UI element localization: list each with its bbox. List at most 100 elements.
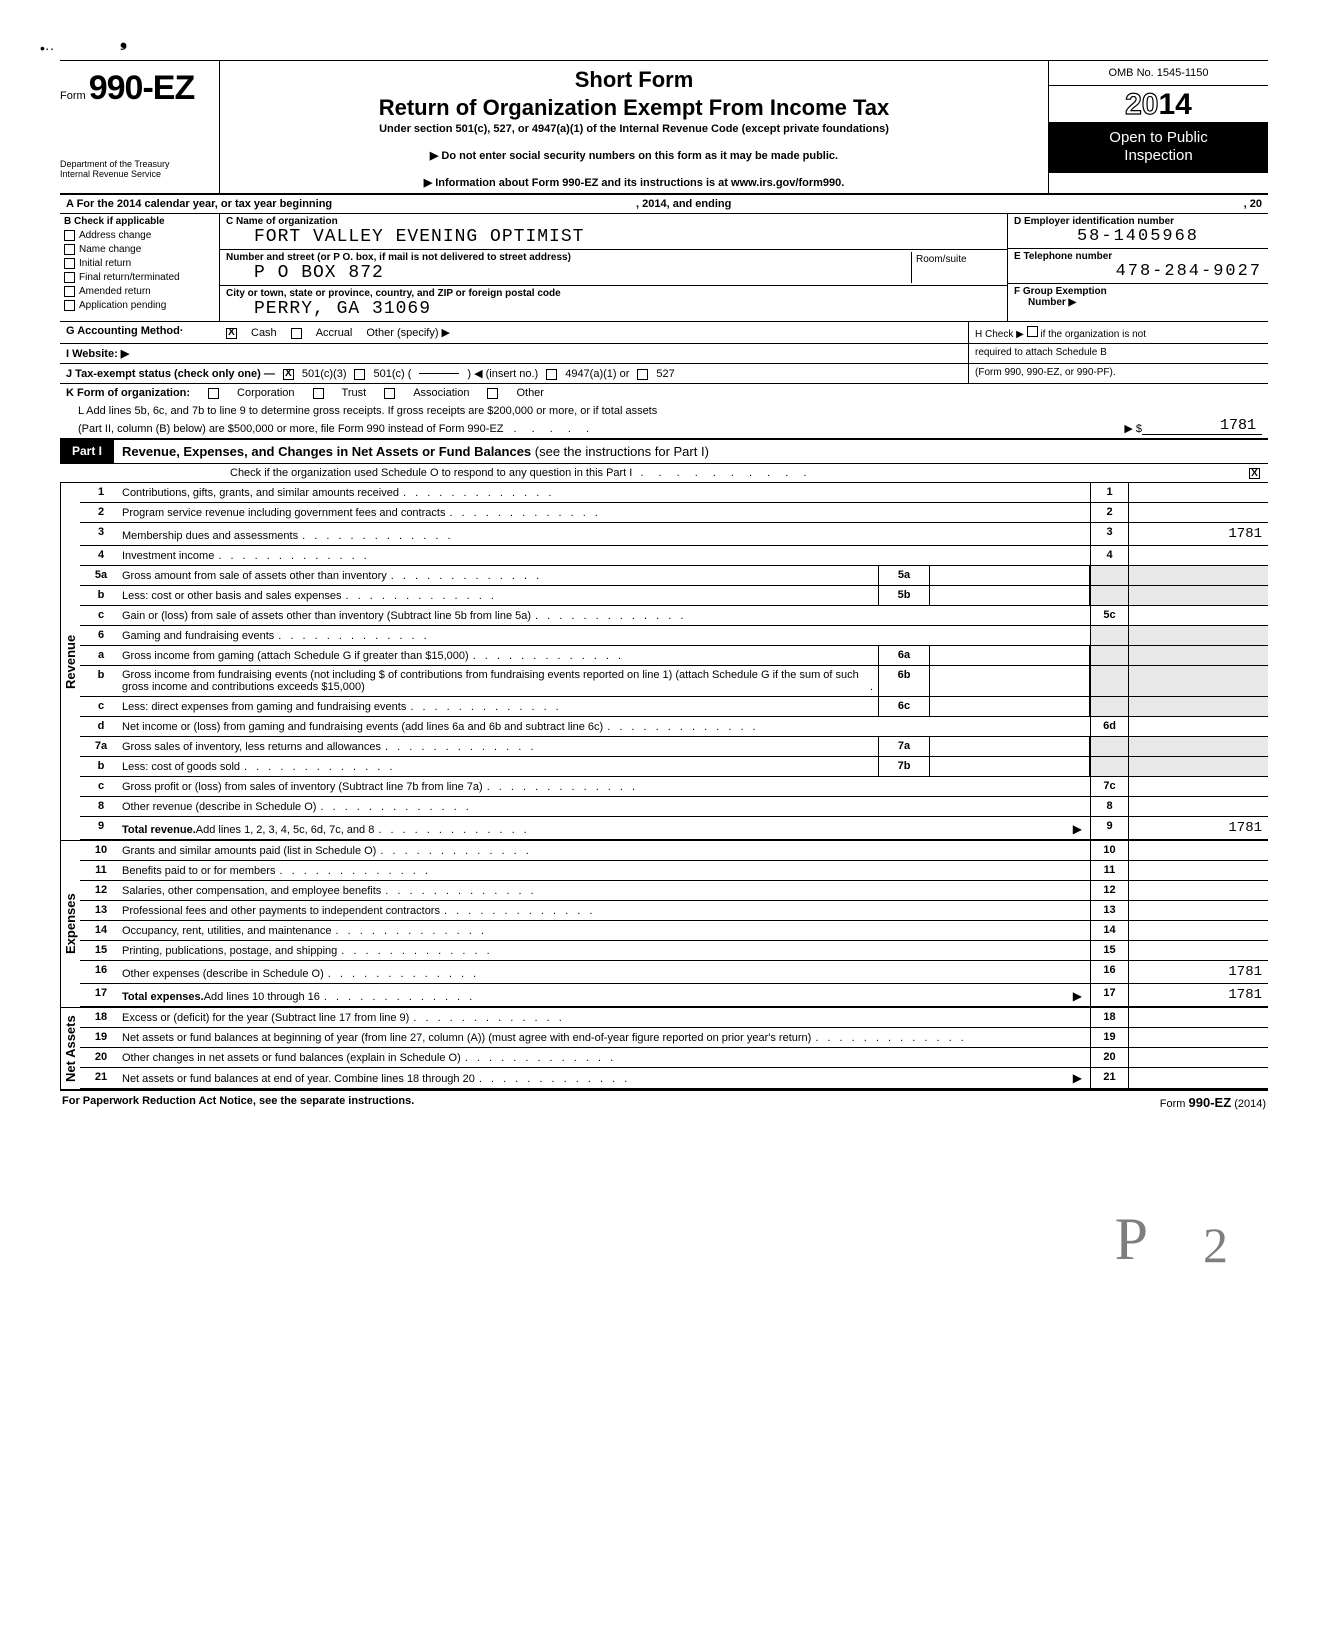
chk-association[interactable] [384, 388, 395, 399]
right-num-shade [1090, 646, 1128, 665]
page-mark-2: 2 [1203, 1216, 1228, 1274]
line-row-7a: 7aGross sales of inventory, less returns… [80, 737, 1268, 757]
right-val [1128, 777, 1268, 796]
row-k: K Form of organization: Corporation Trus… [60, 384, 1268, 402]
chk-4947[interactable] [546, 369, 557, 380]
line-row-6: 6Gaming and fundraising events . . . . .… [80, 626, 1268, 646]
right-val-shade [1128, 566, 1268, 585]
line-desc: Excess or (deficit) for the year (Subtra… [122, 1008, 1090, 1027]
line-row-4: 4Investment income . . . . . . . . . . .… [80, 546, 1268, 566]
right-num: 5c [1090, 606, 1128, 625]
chk-501c3[interactable] [283, 369, 294, 380]
right-val: 1781 [1128, 984, 1268, 1006]
line-a: A For the 2014 calendar year, or tax yea… [60, 195, 1268, 214]
chk-final-return[interactable]: Final return/terminated [64, 271, 215, 284]
chk-schedule-o[interactable] [1249, 468, 1260, 479]
line-number: 9 [80, 817, 122, 839]
line-desc: Less: cost of goods sold . . . . . . . .… [122, 757, 878, 776]
line-row-5c: cGain or (loss) from sale of assets othe… [80, 606, 1268, 626]
chk-name-change[interactable]: Name change [64, 243, 215, 256]
col-b-head: B Check if applicable [64, 216, 215, 227]
right-num-shade [1090, 757, 1128, 776]
line-number: d [80, 717, 122, 736]
line-desc: Net assets or fund balances at beginning… [122, 1028, 1090, 1047]
right-val [1128, 1068, 1268, 1088]
line-number: b [80, 586, 122, 605]
right-val [1128, 606, 1268, 625]
line-number: 21 [80, 1068, 122, 1088]
right-num: 14 [1090, 921, 1128, 940]
part-i-tag: Part I [60, 440, 114, 463]
line-desc: Gain or (loss) from sale of assets other… [122, 606, 1090, 625]
org-city-cell: City or town, state or province, country… [220, 286, 1007, 321]
chk-address-change[interactable]: Address change [64, 229, 215, 242]
right-val-shade [1128, 697, 1268, 716]
schedule-o-check-row: Check if the organization used Schedule … [60, 464, 1268, 483]
line-row-21: 21Net assets or fund balances at end of … [80, 1068, 1268, 1089]
right-num: 16 [1090, 961, 1128, 983]
netassets-section: Net Assets 18Excess or (deficit) for the… [60, 1008, 1268, 1091]
subline-number: 6a [878, 646, 930, 665]
initial-signature-mark: P [1115, 1205, 1148, 1274]
chk-other-org[interactable] [487, 388, 498, 399]
right-num: 21 [1090, 1068, 1128, 1088]
form-ref: Form 990-EZ (2014) [1160, 1095, 1266, 1110]
line-desc: Program service revenue including govern… [122, 503, 1090, 522]
chk-corporation[interactable] [208, 388, 219, 399]
chk-amended-return[interactable]: Amended return [64, 285, 215, 298]
right-val [1128, 797, 1268, 816]
line-number: 18 [80, 1008, 122, 1027]
tick-mark: ❟ [120, 30, 127, 51]
part-i-header: Part I Revenue, Expenses, and Changes in… [60, 440, 1268, 464]
line-number: b [80, 666, 122, 696]
org-city: PERRY, GA 31069 [226, 299, 1001, 319]
line-desc: Professional fees and other payments to … [122, 901, 1090, 920]
line-desc: Benefits paid to or for members . . . . … [122, 861, 1090, 880]
line-desc: Investment income . . . . . . . . . . . … [122, 546, 1090, 565]
line-row-8: 8Other revenue (describe in Schedule O) … [80, 797, 1268, 817]
col-def: D Employer identification number 58-1405… [1008, 214, 1268, 321]
line-desc: Other revenue (describe in Schedule O) .… [122, 797, 1090, 816]
right-num: 7c [1090, 777, 1128, 796]
right-num: 1 [1090, 483, 1128, 502]
line-row-13: 13Professional fees and other payments t… [80, 901, 1268, 921]
col-c-org-info: C Name of organization FORT VALLEY EVENI… [220, 214, 1008, 321]
header-right: OMB No. 1545-1150 2014 Open to Public In… [1048, 61, 1268, 193]
row-i: I Website: ▶ required to attach Schedule… [60, 344, 1268, 364]
right-val-shade [1128, 626, 1268, 645]
line-number: 2 [80, 503, 122, 522]
ein-value: 58-1405968 [1014, 227, 1262, 246]
line-row-9: 9Total revenue. Add lines 1, 2, 3, 4, 5c… [80, 817, 1268, 840]
chk-527[interactable] [637, 369, 648, 380]
title-main: Return of Organization Exempt From Incom… [228, 95, 1040, 121]
chk-schedule-b[interactable] [1027, 326, 1038, 337]
line-row-17: 17Total expenses. Add lines 10 through 1… [80, 984, 1268, 1007]
header-left: Form 990-EZ Department of the Treasury I… [60, 61, 220, 193]
col-b-checkboxes: B Check if applicable Address change Nam… [60, 214, 220, 321]
chk-trust[interactable] [313, 388, 324, 399]
line-desc: Salaries, other compensation, and employ… [122, 881, 1090, 900]
chk-501c[interactable] [354, 369, 365, 380]
part-i-title: Revenue, Expenses, and Changes in Net As… [114, 440, 717, 463]
org-address-cell: Number and street (or P O. box, if mail … [220, 250, 1007, 286]
revenue-rows: 1Contributions, gifts, grants, and simil… [80, 483, 1268, 840]
line-row-11: 11Benefits paid to or for members . . . … [80, 861, 1268, 881]
line-number: b [80, 757, 122, 776]
subline-number: 7a [878, 737, 930, 756]
line-number: 16 [80, 961, 122, 983]
right-num-shade [1090, 666, 1128, 696]
chk-initial-return[interactable]: Initial return [64, 257, 215, 270]
chk-cash[interactable] [226, 328, 237, 339]
chk-application-pending[interactable]: Application pending [64, 299, 215, 312]
line-row-6d: dNet income or (loss) from gaming and fu… [80, 717, 1268, 737]
line-number: c [80, 697, 122, 716]
row-h: H Check ▶ if the organization is not [968, 322, 1268, 343]
chk-accrual[interactable] [291, 328, 302, 339]
form-number: 990-EZ [89, 69, 195, 107]
line-desc: Gross profit or (loss) from sales of inv… [122, 777, 1090, 796]
right-val [1128, 546, 1268, 565]
right-val: 1781 [1128, 523, 1268, 545]
line-row-7c: cGross profit or (loss) from sales of in… [80, 777, 1268, 797]
row-l: L Add lines 5b, 6c, and 7b to line 9 to … [60, 402, 1268, 440]
line-desc: Gross sales of inventory, less returns a… [122, 737, 878, 756]
